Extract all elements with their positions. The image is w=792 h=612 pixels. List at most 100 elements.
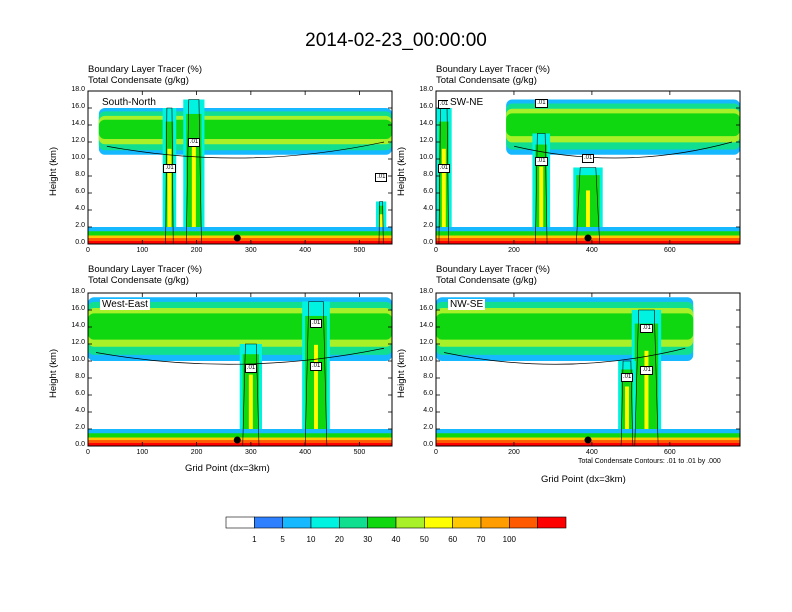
y-tick-label: 6.0 [75,390,85,397]
tracer-title: Boundary Layer Tracer (%) [88,264,203,275]
y-tick-label: 0.0 [75,441,85,448]
y-tick-label: 2.0 [423,222,433,229]
x-tick-label: 200 [190,247,203,254]
plot-frame [87,90,393,245]
plot-frame [87,292,393,447]
panel-3-field [88,293,392,446]
main-title: 2014-02-23_00:00:00 [305,30,487,51]
y-tick-label: 18.0 [419,288,433,295]
panel-2-field [436,91,740,244]
y-tick-label: 12.0 [419,339,433,346]
condensate-contour [514,141,733,159]
x-tick-label: 400 [586,449,598,456]
legend-label: 5 [280,535,285,544]
legend-label: 50 [419,535,429,544]
condensate-contour [95,347,385,365]
boundary-layer-band [88,443,392,446]
y-tick-label: 18.0 [71,288,85,295]
y-tick-label: 14.0 [71,120,85,127]
contour-label: .01 [310,361,323,371]
y-tick-label: 16.0 [419,305,433,312]
x-tick-label: 200 [190,449,203,456]
y-tick-label: 10.0 [71,356,85,363]
y-tick-label: 0.0 [75,239,85,246]
boundary-layer-band [88,241,392,244]
y-tick-label: 16.0 [71,103,85,110]
panel-1-field [88,91,392,244]
updraft-center [539,166,544,244]
y-tick-label: 10.0 [419,356,433,363]
condensate-title: Total Condensate (g/kg) [88,75,189,86]
y-tick-label: 8.0 [423,171,433,178]
legend-swatch [310,516,340,529]
panel-name: NW-SE [448,299,486,310]
legend-swatch [509,516,538,529]
legend-swatch [395,516,425,529]
x-tick-label: 500 [353,449,366,456]
y-tick-label: 18.0 [419,86,433,93]
y-tick-label: 4.0 [75,205,85,212]
y-tick-label: 16.0 [419,103,433,110]
x-tick-label: 400 [299,449,311,456]
y-tick-label: 12.0 [419,137,433,144]
x-tick-label: 0 [86,449,90,456]
legend-label: 30 [363,535,373,544]
contour-label: .01 [244,363,258,373]
y-tick-label: 6.0 [75,188,85,195]
y-tick-label: 10.0 [71,154,85,161]
x-tick-label: 0 [434,449,438,456]
legend-swatch [424,516,453,529]
updraft-contour [634,309,659,446]
y-tick-label: 8.0 [423,373,433,380]
y-tick-label: 2.0 [75,424,85,431]
updraft-center [624,386,629,446]
x-tick-label: 300 [245,247,257,254]
legend-label: 70 [476,535,486,544]
condensate-title: Total Condensate (g/kg) [436,75,537,86]
condensate-title: Total Condensate (g/kg) [88,275,189,286]
legend-swatch [254,516,283,529]
contour-label: .01 [582,154,595,164]
y-tick-label: 4.0 [75,407,85,414]
y-tick-label: 18.0 [71,86,85,93]
x-tick-label: 0 [434,247,438,254]
y-axis-label: Height (km) [48,348,59,398]
updraft-center [314,344,318,446]
panel-1-title: Boundary Layer Tracer (%) Total Condensa… [88,64,202,86]
contour-label: .01 [535,156,548,166]
condensate-contour [106,141,385,159]
location-marker [233,436,241,444]
panel-name: SW-NE [448,97,486,108]
plot-frame [435,90,741,245]
tracer-title: Boundary Layer Tracer (%) [436,264,551,275]
x-tick-label: 100 [136,247,149,254]
contour-label: .01 [620,373,634,382]
updraft-contour [165,107,174,244]
anvil-layer [88,313,392,340]
legend-label: 60 [448,535,458,544]
panel-name: West-East [100,299,150,310]
contour-label: .01 [640,323,653,333]
legend-swatch [367,516,397,529]
x-tick-label: 600 [664,247,676,254]
x-tick-label: 400 [586,247,598,254]
panel-4 [435,292,741,447]
boundary-layer-band [436,443,740,446]
y-tick-label: 4.0 [423,407,433,414]
y-tick-label: 8.0 [75,373,85,380]
x-tick-label: 300 [245,449,257,456]
legend-swatch [480,516,510,529]
anvil-layer [506,113,740,137]
updraft-center [248,374,253,446]
updraft-center [586,190,590,244]
updraft-center [167,148,172,244]
contour-label: .01 [310,319,323,329]
contour-label: .01 [437,164,451,174]
x-axis-label-left: Grid Point (dx=3km) [185,463,270,474]
contour-label: .01 [187,138,201,148]
panel-3-title: Boundary Layer Tracer (%) Total Condensa… [88,264,202,286]
x-tick-label: 500 [353,247,366,254]
anvil-layer [98,119,392,140]
y-tick-label: 14.0 [71,322,85,329]
x-tick-label: 100 [136,449,149,456]
